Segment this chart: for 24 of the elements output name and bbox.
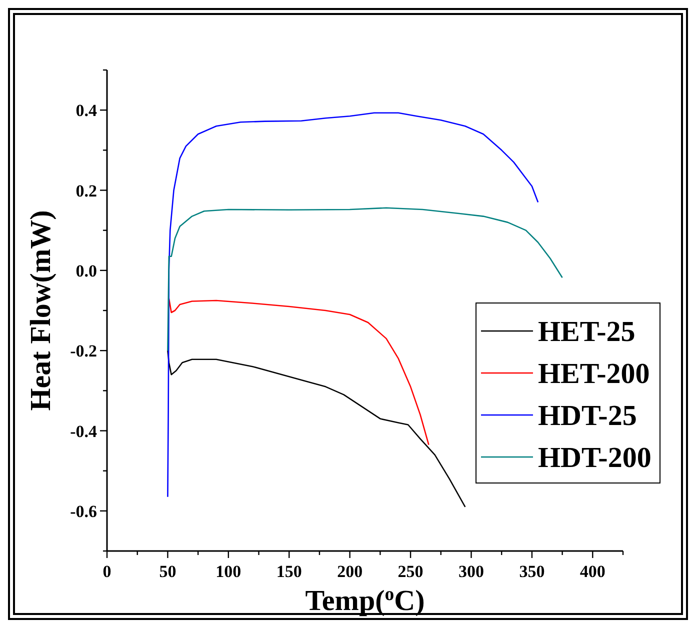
x-tick-label: 50 xyxy=(159,562,176,581)
x-tick-label: 100 xyxy=(216,562,242,581)
line-series xyxy=(167,350,466,508)
y-tick-label: -0.6 xyxy=(70,502,97,521)
y-tick-label: -0.4 xyxy=(70,422,98,441)
x-tick-label: 350 xyxy=(519,562,545,581)
legend-label: HET-200 xyxy=(538,358,650,390)
y-tick-label: 0.4 xyxy=(76,101,98,120)
legend-label: HET-25 xyxy=(538,316,636,348)
legend-label: HDT-200 xyxy=(538,442,652,474)
x-tick-label: 200 xyxy=(337,562,363,581)
x-tick-label: 250 xyxy=(398,562,424,581)
y-tick-label: 0.2 xyxy=(76,181,97,200)
line-series xyxy=(167,112,539,498)
line-series xyxy=(168,298,430,446)
y-tick-label: -0.2 xyxy=(70,342,97,361)
legend-label: HDT-25 xyxy=(538,400,637,432)
x-tick-label: 300 xyxy=(458,562,484,581)
x-tick-label: 400 xyxy=(580,562,606,581)
x-axis-title: Temp($^{o}$C) xyxy=(305,584,425,617)
x-tick-label: 0 xyxy=(102,562,112,581)
y-axis-title: Heat Flow(mW) xyxy=(25,210,57,411)
x-tick-label: 150 xyxy=(276,562,302,581)
y-tick-label: 0.0 xyxy=(76,261,97,280)
